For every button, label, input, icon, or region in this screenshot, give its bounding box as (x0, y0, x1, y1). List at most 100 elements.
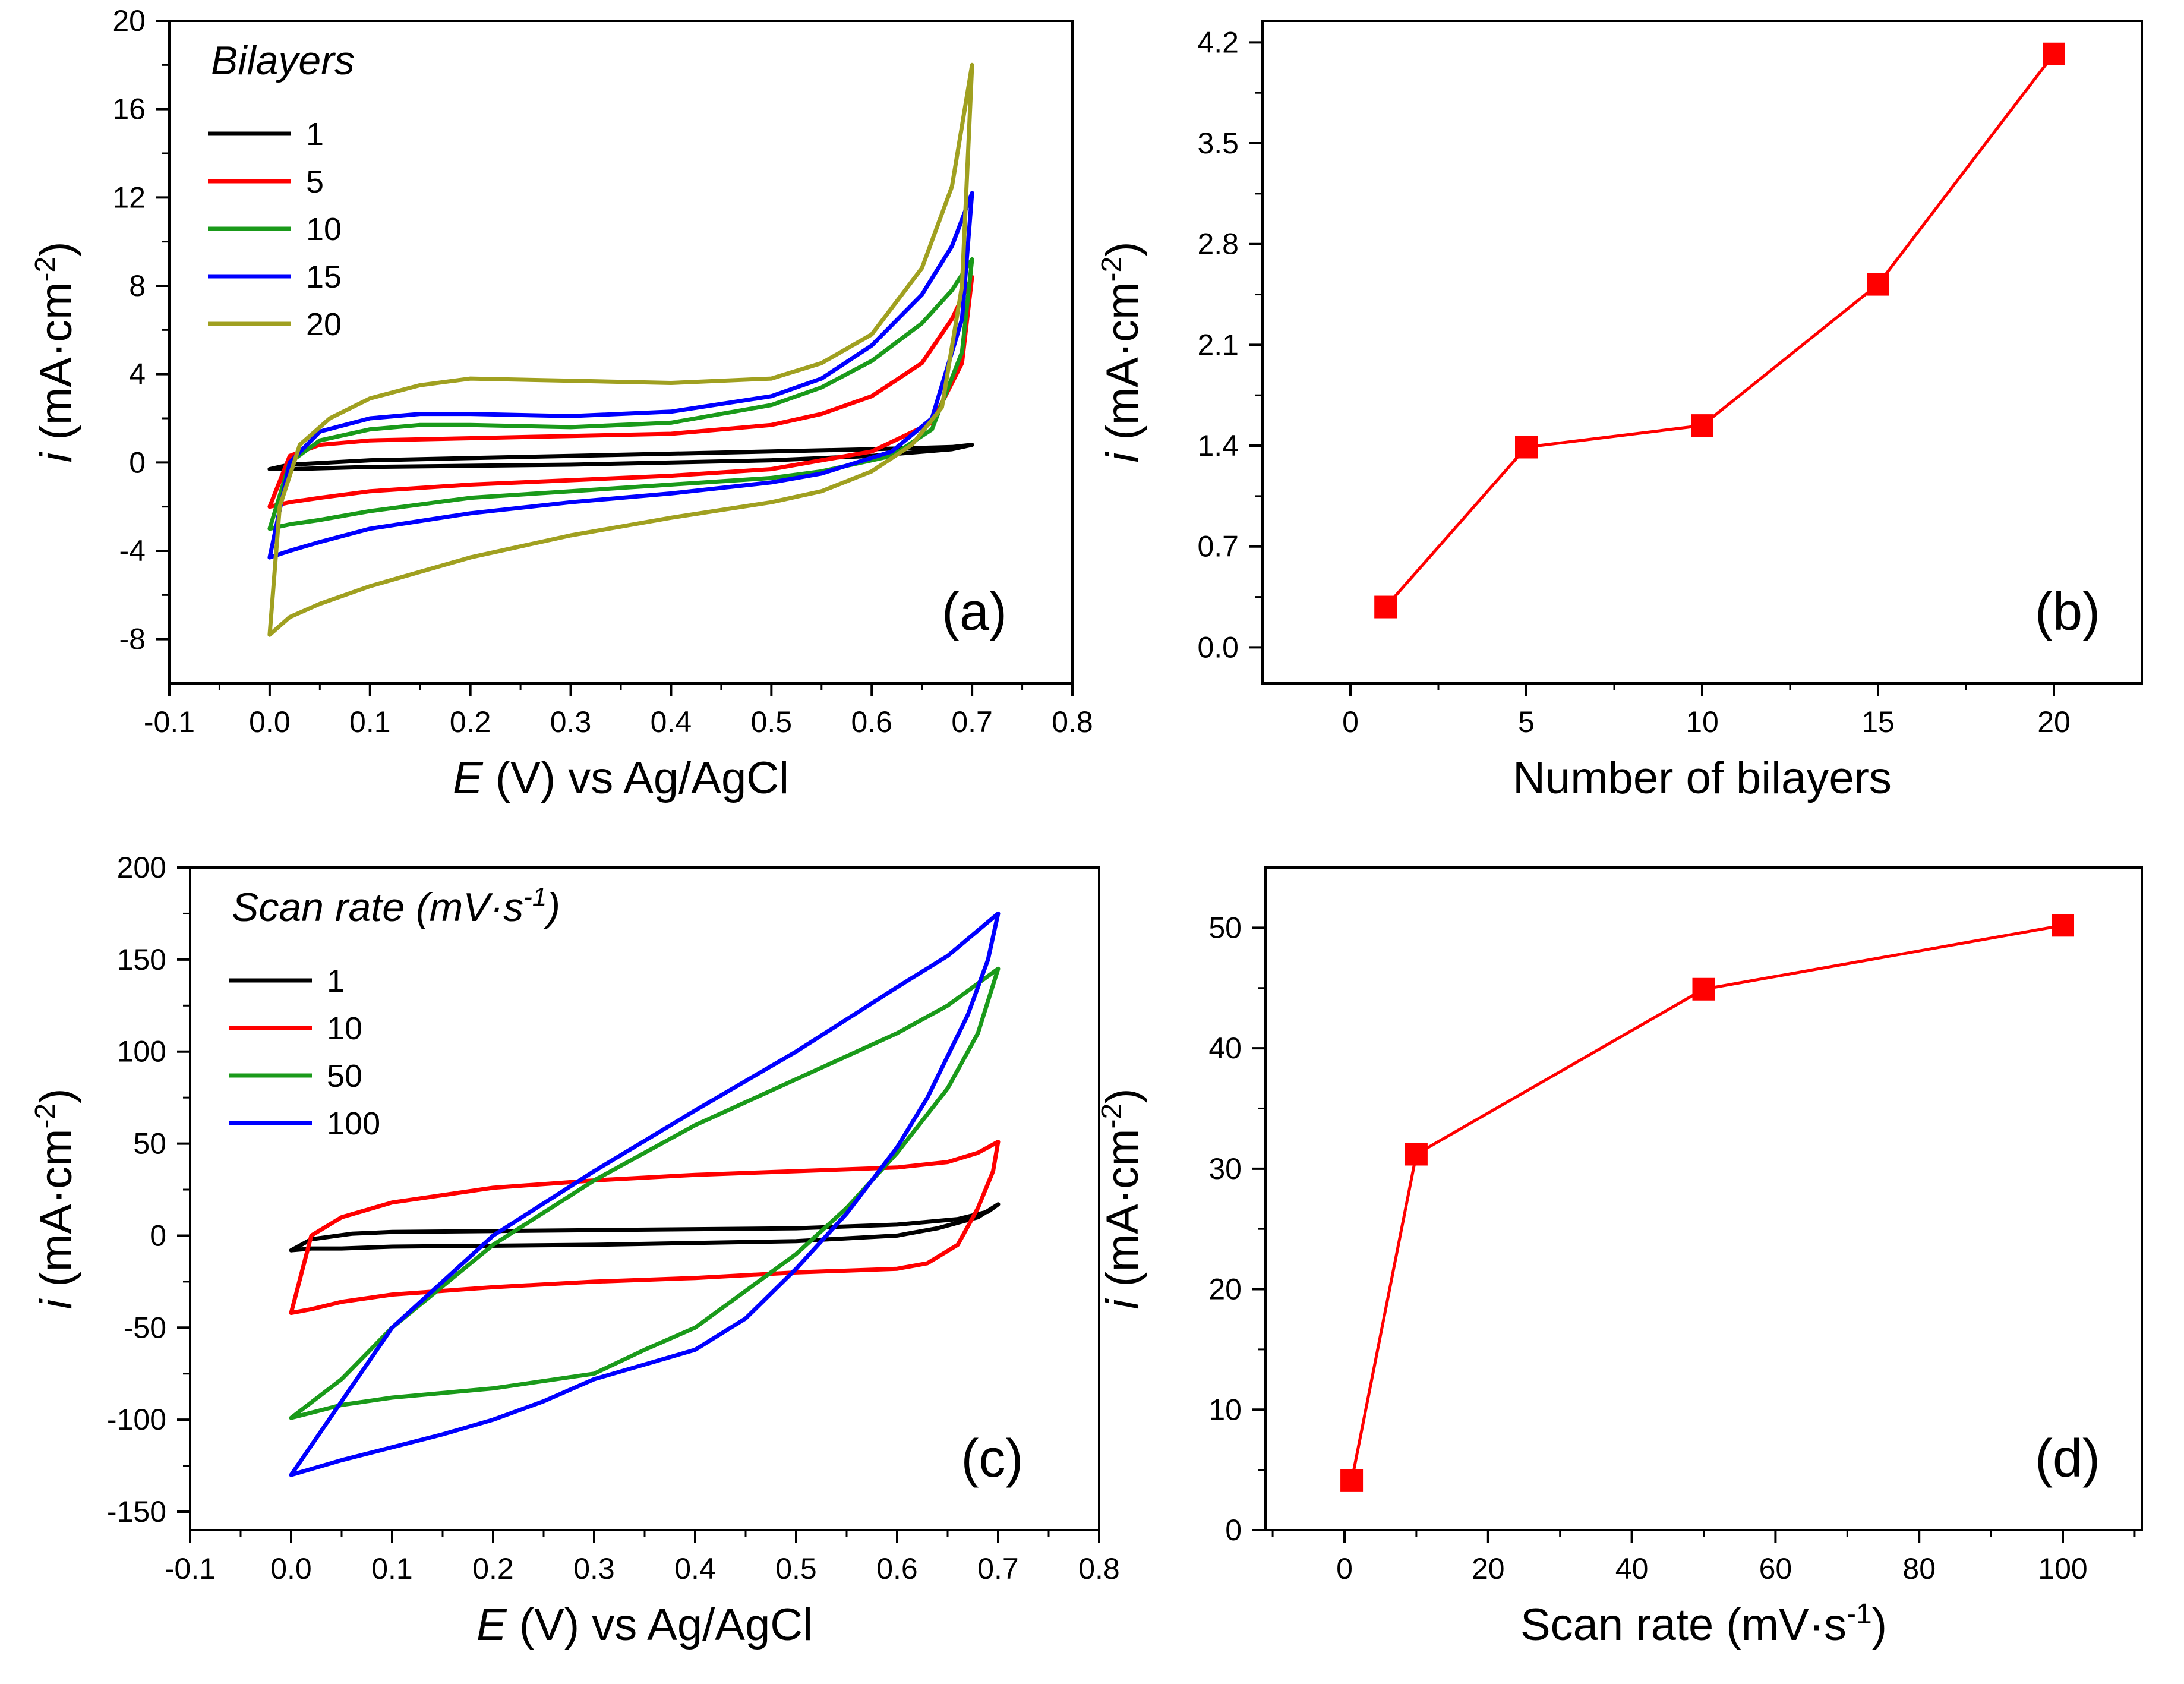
y-tick-label: 16 (112, 93, 146, 126)
y-axis-title: i (mA·cm-2) (1096, 242, 1148, 463)
y-tick-label: 0.7 (1197, 530, 1239, 563)
x-tick-label: -0.1 (144, 705, 195, 739)
data-layer (1350, 923, 2063, 1481)
x-tick-label: 10 (1686, 705, 1719, 739)
legend-label-1: 1 (306, 116, 324, 152)
x-tick-label: -0.1 (165, 1552, 216, 1585)
y-tick-label: 12 (112, 181, 146, 214)
y-tick-label: 0 (150, 1219, 166, 1252)
y-tick-label: 100 (117, 1035, 166, 1068)
y-axis-title-text: (mA·cm (31, 282, 81, 453)
x-tick-label: 0.3 (550, 705, 592, 739)
x-tick-label: 0.0 (270, 1552, 312, 1585)
series-line-15 (267, 191, 974, 560)
y-tick-label: 200 (117, 851, 166, 884)
y-axis-title-superscript: -2 (30, 1103, 61, 1129)
legend-label-15: 15 (306, 259, 342, 295)
series-line (1350, 923, 2063, 1481)
data-point (1515, 436, 1538, 459)
legend-label-100: 100 (327, 1106, 380, 1141)
y-tick-label: -150 (107, 1495, 166, 1528)
x-tick-label: 0.2 (450, 705, 491, 739)
x-axis-title-close: ) (1872, 1600, 1887, 1650)
y-axis-title-text: (mA·cm (31, 1129, 81, 1300)
y-tick-label: 50 (1208, 911, 1242, 944)
x-axis-title-variable: E (453, 753, 484, 803)
y-tick-label: 4.2 (1197, 26, 1239, 59)
x-tick-label: 60 (1759, 1552, 1792, 1585)
x-axis-title: E (V) vs Ag/AgCl (476, 1600, 813, 1650)
series-line-50 (289, 966, 1001, 1420)
x-tick-label: 0.8 (1078, 1552, 1120, 1585)
legend-title: Bilayers (211, 38, 355, 83)
x-tick-label: 0.0 (249, 705, 291, 739)
plot-frame (1261, 20, 2143, 685)
y-tick-label: 20 (1208, 1273, 1242, 1306)
x-axis-title: Number of bilayers (1513, 753, 1892, 803)
y-tick-label: 0 (129, 446, 146, 479)
y-tick-label: -100 (107, 1403, 166, 1436)
y-tick-label: -8 (119, 623, 146, 656)
panel-b: 0 5 10 15 20 0.0 0.7 1.4 2.1 2.8 3.5 4.2 Number of b… (1096, 20, 2143, 803)
x-tick-label: 0.4 (674, 1552, 716, 1585)
legend-label-1: 1 (327, 963, 345, 999)
series-line-100 (289, 911, 1001, 1477)
panel-label: (a) (942, 582, 1007, 642)
y-axis-title-superscript: -2 (1096, 1103, 1128, 1129)
x-tick-label: 0.5 (775, 1552, 817, 1585)
x-tick-label: 80 (1902, 1552, 1936, 1585)
x-tick-label: 5 (1518, 705, 1535, 739)
x-tick-label: 0.4 (651, 705, 692, 739)
x-tick-label: 0.1 (371, 1552, 413, 1585)
data-point (2052, 914, 2075, 937)
data-layer (289, 911, 1001, 1477)
y-tick-label: 40 (1208, 1032, 1242, 1065)
x-axis-title-superscript: -1 (1847, 1598, 1872, 1630)
x-tick-label: 0.6 (851, 705, 892, 739)
y-tick-label: 150 (117, 943, 166, 976)
y-axis-title-close: ) (31, 242, 81, 257)
y-tick-label: 30 (1208, 1152, 1242, 1185)
legend-label-10: 10 (306, 212, 342, 247)
y-tick-label: -50 (124, 1311, 166, 1344)
plot-frame (1264, 866, 2143, 1531)
x-tick-label: 0 (1342, 705, 1359, 739)
legend-title-text: Scan rate (mV·s (232, 885, 523, 930)
legend-label-10: 10 (327, 1011, 362, 1046)
legend-title: Scan rate (mV·s-1) (232, 882, 560, 930)
x-tick-label: 0.2 (472, 1552, 514, 1585)
data-point (1691, 414, 1713, 437)
x-axis-title: E (V) vs Ag/AgCl (453, 753, 789, 803)
data-point (1867, 273, 1889, 296)
y-tick-label: -4 (119, 534, 146, 567)
x-tick-label: 0 (1336, 1552, 1353, 1585)
data-layer (1384, 53, 2055, 608)
x-axis-title-text: (V) vs Ag/AgCl (507, 1600, 813, 1650)
legend-label-5: 5 (306, 164, 324, 200)
y-axis-title-variable: i (1097, 451, 1148, 462)
x-tick-label: 0.1 (349, 705, 391, 739)
panel-label: (c) (961, 1429, 1024, 1489)
panel-label: (d) (2035, 1429, 2100, 1489)
x-tick-label: 0.7 (977, 1552, 1019, 1585)
data-point (2043, 42, 2065, 65)
plot-frame (168, 20, 1074, 685)
x-tick-label: 0.7 (951, 705, 993, 739)
y-axis-title-variable: i (31, 1298, 81, 1309)
y-axis-title: i (mA·cm-2) (1096, 1089, 1148, 1310)
y-tick-label: 50 (133, 1127, 166, 1160)
y-tick-label: 8 (129, 269, 146, 302)
y-tick-label: 2.8 (1197, 228, 1239, 261)
x-tick-label: 20 (2037, 705, 2071, 739)
panel-a: -0.1 0.0 0.1 0.2 0.3 0.4 0.5 0.6 0.7 0.8-8-404812… (30, 4, 1093, 803)
y-axis-title: i (mA·cm-2) (30, 242, 81, 463)
x-axis-title-text: Number of bilayers (1513, 753, 1892, 803)
series-line-1 (267, 443, 974, 471)
y-axis-title-variable: i (31, 451, 81, 462)
x-axis-title-text: (V) vs Ag/AgCl (483, 753, 789, 803)
x-axis-title: Scan rate (mV·s-1) (1520, 1598, 1887, 1650)
y-axis-title-text: (mA·cm (1097, 282, 1148, 453)
y-tick-label: 10 (1208, 1393, 1242, 1426)
y-axis-title-close: ) (1097, 1089, 1148, 1103)
